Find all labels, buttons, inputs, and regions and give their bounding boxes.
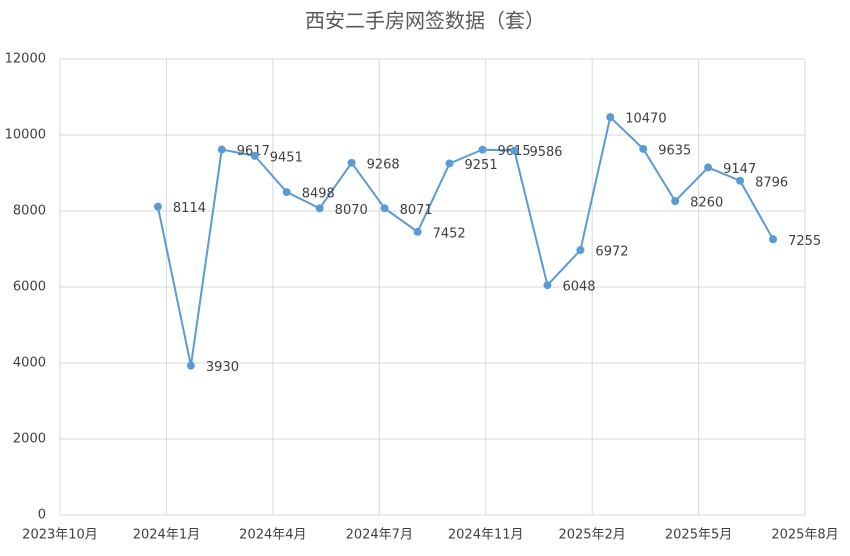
data-label: 8071 — [400, 203, 433, 218]
data-label: 6972 — [595, 245, 628, 260]
x-tick-label: 2024年4月 — [239, 528, 306, 543]
data-label: 8070 — [335, 203, 368, 218]
data-label: 8114 — [173, 201, 206, 216]
y-tick-label: 12000 — [5, 52, 46, 67]
point — [153, 202, 162, 211]
line — [156, 115, 774, 366]
y-tick-label: 10000 — [5, 128, 46, 143]
point — [186, 361, 195, 370]
x-tick-label: 2024年7月 — [346, 528, 413, 543]
data-label: 10470 — [625, 112, 666, 127]
data-label: 7255 — [788, 234, 821, 249]
x-tick-label: 2025年8月 — [771, 528, 838, 543]
data-label: 8260 — [690, 196, 723, 211]
data-label: 8498 — [302, 187, 335, 202]
y-tick-label: 4000 — [13, 356, 46, 371]
point — [478, 145, 487, 154]
data-label: 9451 — [270, 150, 303, 165]
point — [736, 176, 745, 185]
point — [639, 144, 648, 153]
data-label: 9617 — [237, 144, 270, 159]
x-tick-label: 2023年10月 — [22, 528, 98, 543]
point — [380, 204, 389, 213]
data-label: 6048 — [562, 280, 595, 295]
y-tick-label: 2000 — [13, 432, 46, 447]
point — [769, 235, 778, 244]
point — [704, 163, 713, 172]
x-tick-label: 2025年5月 — [665, 528, 732, 543]
point — [217, 145, 226, 154]
data-label: 9586 — [529, 145, 562, 160]
point — [347, 158, 356, 167]
point — [576, 246, 585, 255]
point — [445, 159, 454, 168]
point — [510, 146, 519, 155]
x-tick-label: 2024年11月 — [448, 528, 524, 543]
data-label: 9147 — [723, 162, 756, 177]
data-label: 8796 — [755, 175, 788, 190]
y-tick-label: 0 — [38, 508, 46, 523]
data-label: 9268 — [367, 157, 400, 172]
data-label: 3930 — [206, 360, 239, 375]
data-label: 9251 — [465, 158, 498, 173]
chart-title: 西安二手房网签数据（套） — [305, 9, 545, 33]
x-tick-label: 2025年2月 — [558, 528, 625, 543]
point — [606, 113, 615, 122]
point — [413, 227, 422, 236]
y-tick-label: 8000 — [13, 204, 46, 219]
x-tick-label: 2024年1月 — [133, 528, 200, 543]
data-label: 9635 — [658, 143, 691, 158]
point — [671, 197, 680, 206]
point — [315, 204, 324, 213]
point — [250, 151, 259, 160]
point — [543, 281, 552, 290]
point — [282, 188, 291, 197]
y-tick-label: 6000 — [13, 280, 46, 295]
data-label: 7452 — [433, 226, 466, 241]
